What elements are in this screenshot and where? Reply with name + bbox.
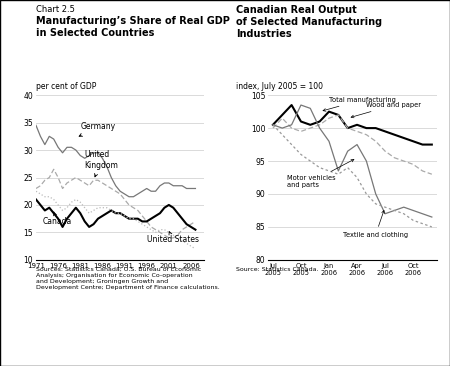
Text: Germany: Germany bbox=[79, 122, 115, 136]
Text: Wood and paper: Wood and paper bbox=[351, 102, 421, 118]
Text: United States: United States bbox=[147, 232, 199, 244]
Text: Sources: Statistics Canada; U.S. Bureau of Economic
Analysis; Organisation for E: Sources: Statistics Canada; U.S. Bureau … bbox=[36, 267, 220, 290]
Text: Canada: Canada bbox=[43, 212, 72, 226]
Text: index, July 2005 = 100: index, July 2005 = 100 bbox=[236, 82, 323, 92]
Text: United
Kingdom: United Kingdom bbox=[85, 150, 119, 177]
Text: Canadian Real Output
of Selected Manufacturing
Industries: Canadian Real Output of Selected Manufac… bbox=[236, 5, 382, 39]
Text: Manufacturing’s Share of Real GDP
in Selected Countries: Manufacturing’s Share of Real GDP in Sel… bbox=[36, 16, 230, 38]
Text: per cent of GDP: per cent of GDP bbox=[36, 82, 96, 92]
Text: Chart 2.5: Chart 2.5 bbox=[36, 5, 75, 15]
Text: Motor vehicles
and parts: Motor vehicles and parts bbox=[287, 160, 354, 188]
Text: Source: Statistics Canada.: Source: Statistics Canada. bbox=[236, 267, 319, 272]
Text: Total manufacturing: Total manufacturing bbox=[323, 97, 396, 111]
Text: Textile and clothing: Textile and clothing bbox=[343, 210, 408, 238]
